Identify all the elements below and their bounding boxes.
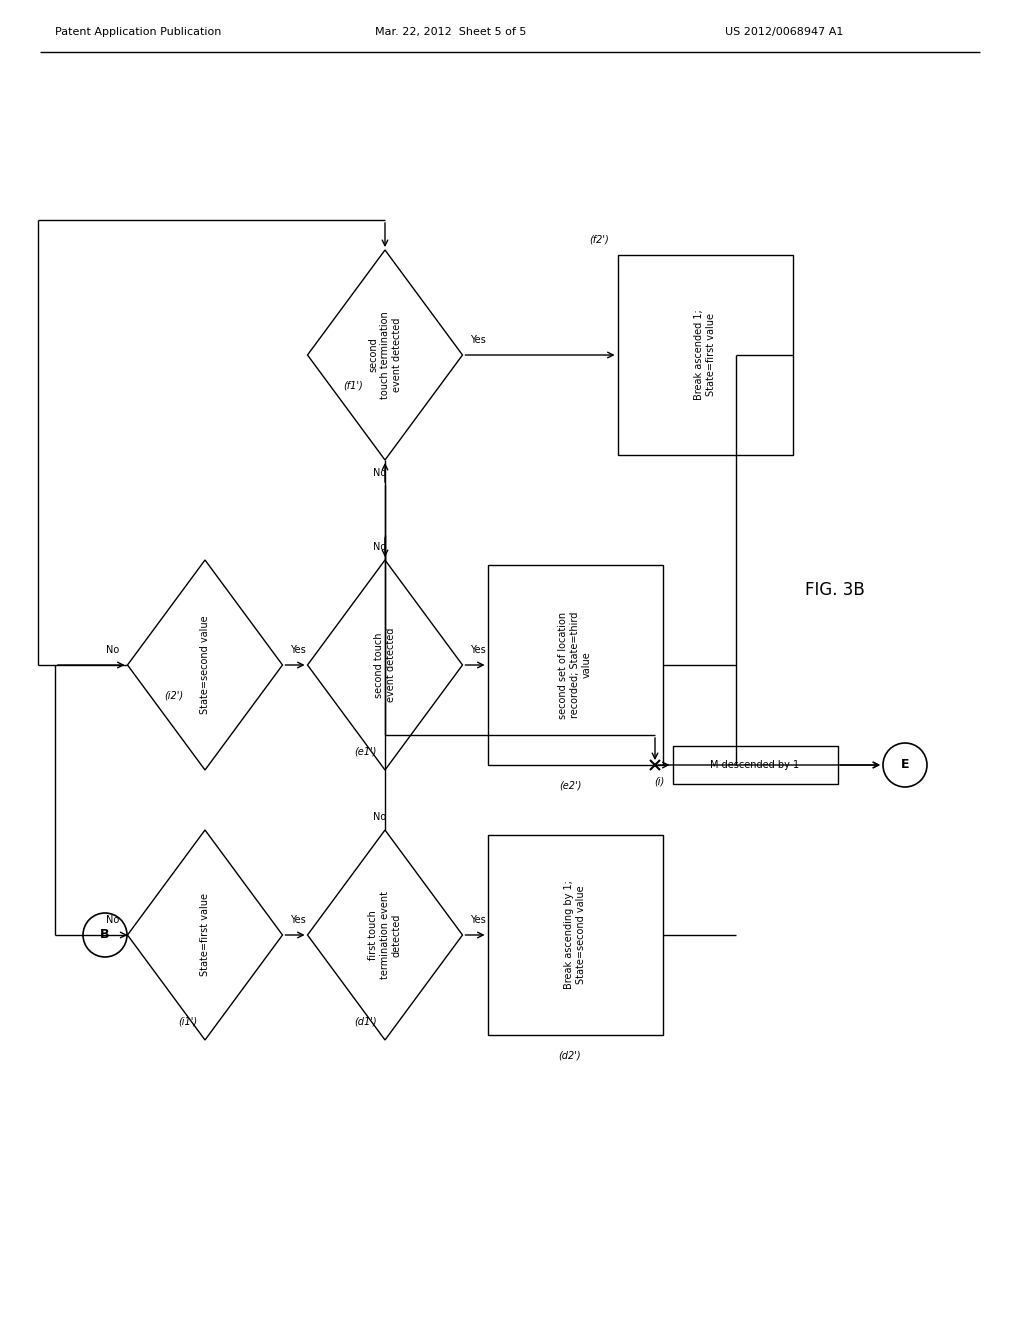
Text: No: No: [106, 645, 120, 655]
Text: (f1'): (f1'): [343, 380, 362, 389]
Text: first touch
termination event
detected: first touch termination event detected: [368, 891, 402, 979]
Text: (e1'): (e1'): [354, 747, 377, 756]
Text: Break ascended 1;
State=first value: Break ascended 1; State=first value: [694, 310, 716, 400]
Text: No: No: [374, 812, 387, 822]
Bar: [617, 255, 793, 455]
Bar: [673, 746, 838, 784]
Text: B: B: [100, 928, 110, 941]
Text: (d2'): (d2'): [559, 1049, 582, 1060]
Bar: [487, 565, 663, 766]
Text: Yes: Yes: [470, 335, 486, 345]
Text: second set of location
recorded; State=third
value: second set of location recorded; State=t…: [558, 611, 592, 718]
Text: No: No: [106, 915, 120, 925]
Text: No: No: [374, 469, 387, 478]
Text: second
touch termination
event detected: second touch termination event detected: [368, 312, 402, 399]
Text: (i): (i): [654, 777, 665, 787]
Bar: [487, 836, 663, 1035]
Text: Yes: Yes: [470, 915, 486, 925]
Text: State=second value: State=second value: [200, 615, 210, 714]
Text: Break ascending by 1;
State=second value: Break ascending by 1; State=second value: [564, 880, 586, 990]
Text: (i1'): (i1'): [178, 1016, 197, 1027]
Text: Yes: Yes: [291, 645, 306, 655]
Text: (f2'): (f2'): [590, 235, 609, 246]
Text: US 2012/0068947 A1: US 2012/0068947 A1: [725, 26, 844, 37]
Text: Patent Application Publication: Patent Application Publication: [55, 26, 221, 37]
Text: Mar. 22, 2012  Sheet 5 of 5: Mar. 22, 2012 Sheet 5 of 5: [375, 26, 526, 37]
Text: E: E: [901, 759, 909, 771]
Text: Yes: Yes: [470, 645, 486, 655]
Text: FIG. 3B: FIG. 3B: [805, 581, 865, 599]
Text: (i2'): (i2'): [164, 690, 183, 700]
Text: Yes: Yes: [291, 915, 306, 925]
Text: (d1'): (d1'): [354, 1016, 377, 1027]
Text: M descended by 1: M descended by 1: [711, 760, 800, 770]
Text: No: No: [374, 543, 387, 552]
Text: (e2'): (e2'): [559, 780, 582, 789]
Text: State=first value: State=first value: [200, 894, 210, 977]
Text: second touch
event detected: second touch event detected: [374, 628, 396, 702]
